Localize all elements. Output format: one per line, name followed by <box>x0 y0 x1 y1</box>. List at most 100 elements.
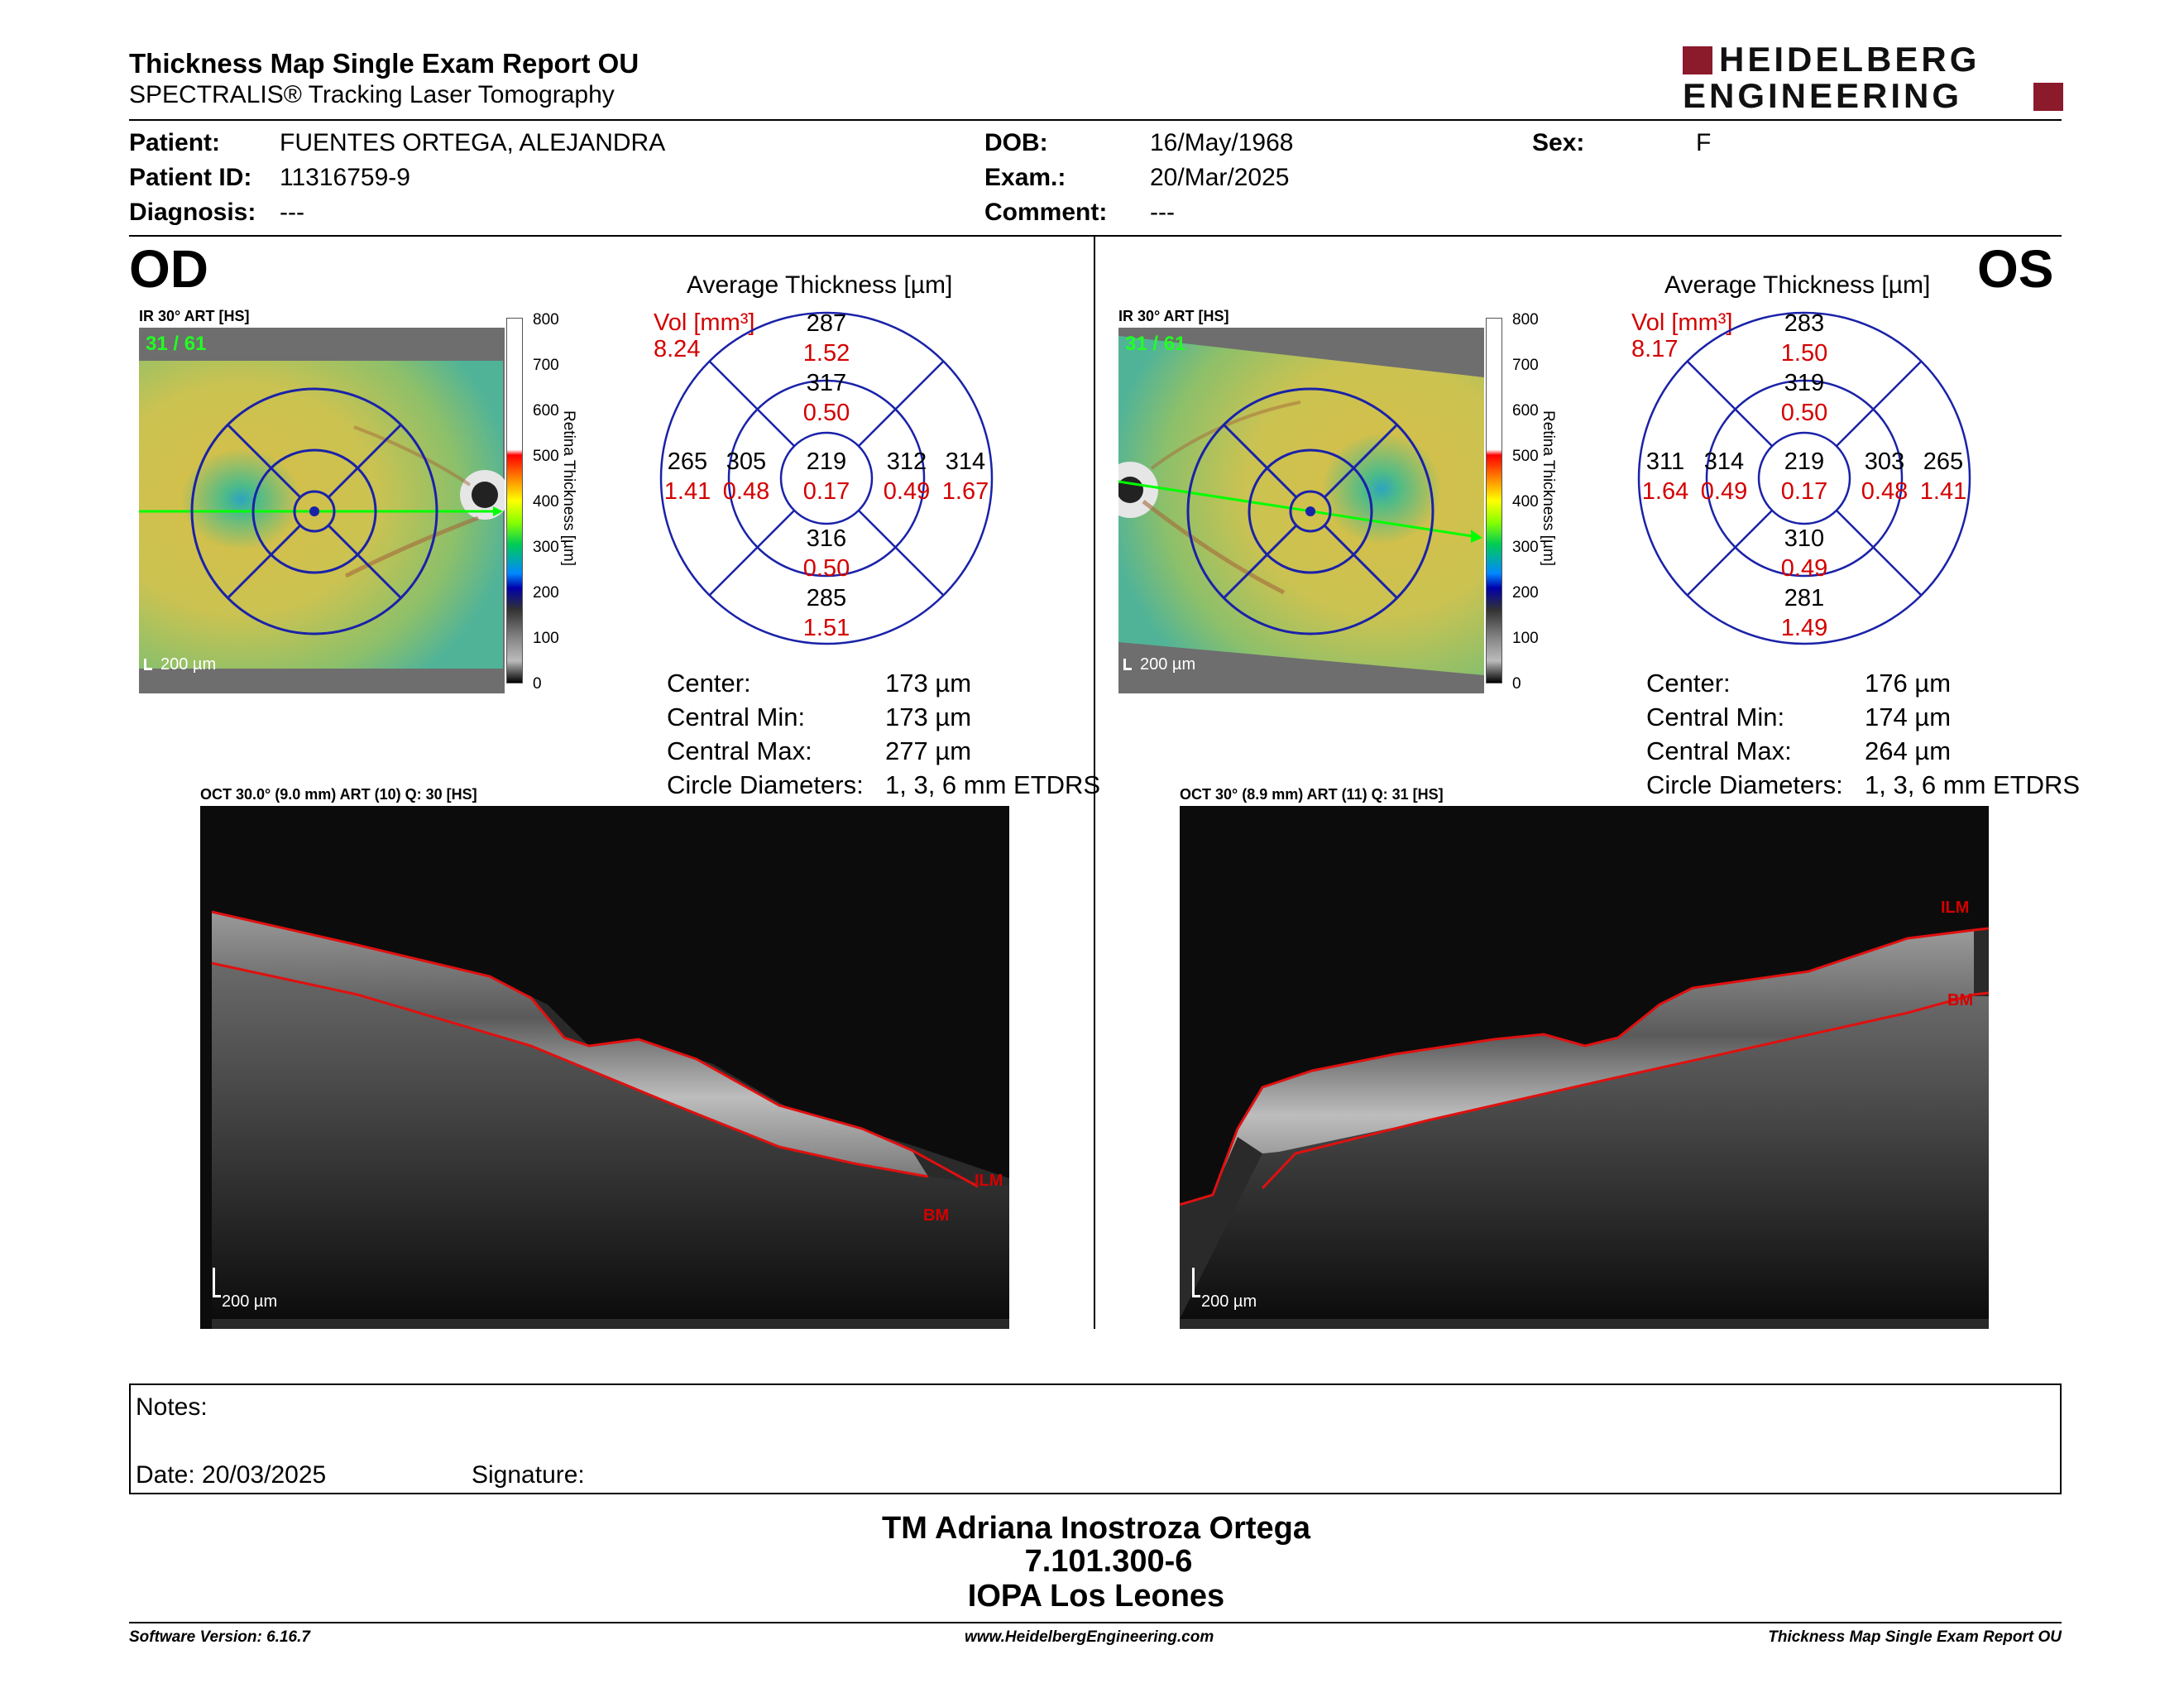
od-avg-title: Average Thickness [µm] <box>687 271 953 299</box>
os-diam-label: Circle Diameters: <box>1646 770 1843 799</box>
os-colorbar <box>1486 318 1502 683</box>
report-title: Thickness Map Single Exam Report OU <box>129 48 639 79</box>
os-inner-top-vol: 0.50 <box>1780 400 1828 426</box>
os-avg-title: Average Thickness [µm] <box>1664 271 1931 299</box>
od-ir-scale: 200 µm <box>160 655 217 674</box>
od-ir-image: 31 / 61 200 µm <box>139 328 510 693</box>
header-rule <box>129 119 2062 121</box>
os-oct-scale: 200 µm <box>1201 1292 1257 1311</box>
os-colorbar-ticks: 800 700 600 500 400 300 200 100 0 <box>1501 311 1542 693</box>
od-colorbar <box>506 318 523 683</box>
od-center-vol: 0.17 <box>802 478 850 505</box>
os-outer-left-thick: 311 <box>1645 448 1685 475</box>
os-bm-label: BM <box>1947 991 1974 1009</box>
os-tick-100: 100 <box>1512 630 1539 647</box>
os-ir-image: 31 / 61 200 µm <box>1102 328 1484 693</box>
notes-box: Notes: Date: 20/03/2025 Signature: <box>129 1383 2062 1494</box>
eye-divider <box>1094 237 1095 1329</box>
patient-label: Patient: <box>129 129 221 156</box>
os-outer-top-thick: 283 <box>1784 310 1825 337</box>
od-outer-right-vol: 1.67 <box>941 478 989 505</box>
exam-label: Exam.: <box>984 164 1066 191</box>
os-outer-bottom-thick: 281 <box>1784 585 1825 611</box>
os-inner-bottom-vol: 0.49 <box>1780 555 1828 582</box>
os-tick-400: 400 <box>1512 493 1539 511</box>
signer-id: 7.101.300-6 <box>1024 1544 1193 1579</box>
od-vol-label: Vol [mm³] <box>654 309 755 336</box>
os-grid-values: 283 1.50 319 0.50 311 1.64 314 0.49 219 … <box>1636 310 1972 646</box>
notes-date: Date: 20/03/2025 <box>136 1461 327 1489</box>
od-tick-500: 500 <box>533 448 559 465</box>
heidelberg-logo: HEIDELBERG ENGINEERING <box>1683 41 2063 116</box>
od-ir-label: IR 30° ART [HS] <box>139 308 250 324</box>
od-eye-label: OD <box>129 239 208 299</box>
od-max-value: 277 µm <box>885 736 972 765</box>
diagnosis-value: --- <box>280 199 304 226</box>
od-outer-top-vol: 1.52 <box>802 340 850 367</box>
os-outer-right-thick: 265 <box>1923 448 1964 475</box>
os-outer-bottom-vol: 1.49 <box>1780 615 1828 641</box>
os-inner-top-thick: 319 <box>1784 370 1825 396</box>
od-colorbar-ticks: 800 700 600 500 400 300 200 100 0 <box>521 311 563 693</box>
os-tick-700: 700 <box>1512 357 1539 374</box>
od-inner-right-vol: 0.49 <box>883 478 931 505</box>
od-oct-scale: 200 µm <box>222 1292 278 1311</box>
os-outer-left-vol: 1.64 <box>1641 478 1689 505</box>
sex-value: F <box>1696 129 1712 156</box>
os-diam-value: 1, 3, 6 mm ETDRS <box>1865 770 2081 799</box>
signer-name: TM Adriana Inostroza Ortega <box>882 1511 1310 1546</box>
od-outer-right-thick: 314 <box>945 448 986 475</box>
signer-place: IOPA Los Leones <box>967 1579 1225 1614</box>
dob-value: 16/May/1968 <box>1150 129 1294 156</box>
os-oct-label: OCT 30° (8.9 mm) ART (11) Q: 31 [HS] <box>1180 786 1444 803</box>
os-inner-left-thick: 314 <box>1703 448 1745 475</box>
od-oct-image: ILM BM 200 µm <box>200 806 1009 1329</box>
od-min-label: Central Min: <box>667 703 806 731</box>
od-outer-bottom-vol: 1.51 <box>802 615 850 641</box>
od-tick-800: 800 <box>533 311 559 328</box>
os-vol-label: Vol [mm³] <box>1631 309 1733 336</box>
exam-value: 20/Mar/2025 <box>1150 164 1290 191</box>
od-colorbar-title: Retina Thickness [µm] <box>560 410 577 566</box>
os-tick-0: 0 <box>1512 675 1521 693</box>
patient-name: FUENTES ORTEGA, ALEJANDRA <box>280 129 666 156</box>
od-tick-400: 400 <box>533 493 559 511</box>
od-inner-left-vol: 0.48 <box>722 478 770 505</box>
od-inner-bottom-vol: 0.50 <box>802 555 850 582</box>
od-diam-value: 1, 3, 6 mm ETDRS <box>885 770 1101 799</box>
logo-text-2: ENGINEERING <box>1683 76 1963 115</box>
os-min-label: Central Min: <box>1646 703 1785 731</box>
os-min-value: 174 µm <box>1865 703 1952 731</box>
os-center-label: Center: <box>1646 669 1731 698</box>
os-ir-label: IR 30° ART [HS] <box>1118 308 1229 324</box>
od-outer-top-thick: 287 <box>806 310 847 337</box>
od-etdrs-grid <box>659 310 994 646</box>
od-outer-left-vol: 1.41 <box>663 478 711 505</box>
patient-id-label: Patient ID: <box>129 164 252 191</box>
os-inner-bottom-thick: 310 <box>1784 525 1825 552</box>
os-max-value: 264 µm <box>1865 736 1952 765</box>
os-inner-right-vol: 0.48 <box>1861 478 1909 505</box>
od-tick-600: 600 <box>533 402 559 420</box>
footer-software: Software Version: 6.16.7 <box>129 1628 310 1646</box>
os-center-value: 176 µm <box>1865 669 1952 698</box>
od-inner-top-thick: 317 <box>806 370 847 396</box>
od-inner-bottom-thick: 316 <box>806 525 847 552</box>
od-inner-right-thick: 312 <box>886 448 927 475</box>
info-rule <box>129 235 2062 237</box>
od-outer-bottom-thick: 285 <box>806 585 847 611</box>
od-center-label: Center: <box>667 669 751 698</box>
od-tick-700: 700 <box>533 357 559 374</box>
od-vol-total: 8.24 <box>654 336 701 362</box>
od-tick-100: 100 <box>533 630 559 647</box>
os-tick-800: 800 <box>1512 311 1539 328</box>
od-outer-left-thick: 265 <box>667 448 708 475</box>
os-center-thick: 219 <box>1784 448 1825 475</box>
os-outer-right-vol: 1.41 <box>1919 478 1967 505</box>
od-bm-label: BM <box>923 1206 950 1225</box>
od-min-value: 173 µm <box>885 703 972 731</box>
footer-website[interactable]: www.HeidelbergEngineering.com <box>965 1628 1214 1646</box>
od-center-value: 173 µm <box>885 669 972 698</box>
os-inner-right-thick: 303 <box>1864 448 1905 475</box>
os-oct-image: ILM BM 200 µm <box>1179 806 1990 1329</box>
